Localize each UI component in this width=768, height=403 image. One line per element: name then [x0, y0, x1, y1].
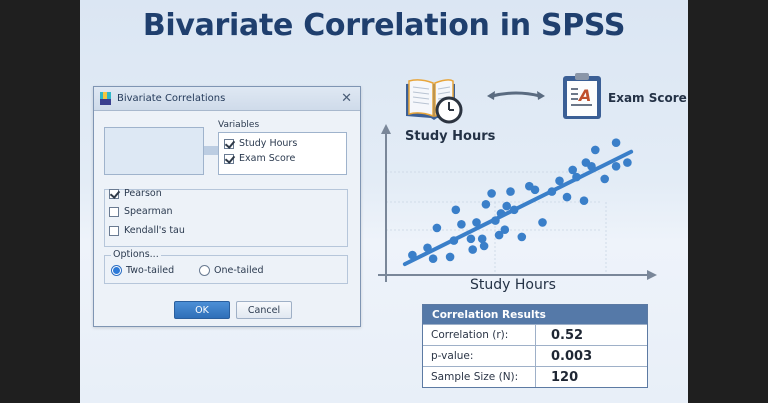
- data-point: [479, 241, 489, 251]
- trend-line: [402, 149, 634, 267]
- data-point: [538, 218, 547, 227]
- study-hours-label: Study Hours: [405, 129, 496, 144]
- data-point: [494, 230, 504, 240]
- page-title: Bivariate Correlation in SPSS: [142, 8, 626, 43]
- double-arrow-icon: [487, 91, 545, 100]
- checkbox-unchecked-icon[interactable]: [109, 206, 119, 217]
- table-row: Correlation (r): 0.52: [423, 324, 647, 345]
- variables-list[interactable]: Study Hours Exam Score: [218, 132, 347, 175]
- two-tailed-label: Two-tailed: [126, 265, 175, 276]
- book-clock-icon: [406, 79, 463, 124]
- dialog-titlebar[interactable]: Bivariate Correlations ✕: [94, 87, 360, 111]
- one-tailed-radio[interactable]: One-tailed: [199, 265, 263, 276]
- variable-item[interactable]: Exam Score: [224, 151, 341, 166]
- variables-label: Variables: [218, 120, 260, 130]
- data-point: [600, 174, 609, 184]
- data-point: [579, 196, 589, 205]
- slide: Bivariate Correlation in SPSS Bivariate …: [80, 0, 688, 403]
- source-variable-list[interactable]: [104, 127, 204, 175]
- data-point: [555, 176, 564, 186]
- data-point: [562, 192, 572, 202]
- x-axis-label: Study Hours: [470, 277, 556, 293]
- close-icon[interactable]: ✕: [341, 91, 352, 106]
- clipboard-grade-a-icon: A: [563, 73, 601, 119]
- data-point: [530, 185, 540, 195]
- cancel-button[interactable]: Cancel: [236, 301, 292, 319]
- data-point: [568, 165, 577, 175]
- results-header: Correlation Results: [423, 305, 647, 324]
- radio-unselected-icon[interactable]: [199, 265, 210, 276]
- correlation-coefficients-group: Pearson Spearman Kendall's tau: [104, 186, 348, 247]
- data-point: [466, 234, 476, 244]
- svg-text:A: A: [577, 86, 591, 105]
- options-group: Options... Two-tailed One-tailed: [104, 249, 348, 284]
- result-label: Correlation (r):: [423, 325, 536, 345]
- data-point: [468, 245, 477, 254]
- kendalls-tau-checkbox[interactable]: Kendall's tau: [109, 223, 185, 238]
- data-point: [477, 234, 487, 244]
- result-value: 120: [551, 369, 579, 385]
- two-tailed-radio[interactable]: Two-tailed: [111, 265, 174, 276]
- ok-button[interactable]: OK: [174, 301, 230, 319]
- data-point: [623, 158, 632, 167]
- variable-item[interactable]: Study Hours: [224, 136, 341, 151]
- data-point: [506, 187, 515, 196]
- data-point: [445, 252, 455, 262]
- scatter-plot: [378, 124, 657, 282]
- result-label: Sample Size (N):: [423, 367, 536, 387]
- result-value: 0.52: [551, 327, 584, 343]
- move-variable-connector: [204, 146, 218, 155]
- data-point: [481, 200, 491, 209]
- variable-label: Study Hours: [239, 138, 298, 149]
- bivariate-correlations-dialog: Bivariate Correlations ✕ Variables Study…: [93, 86, 361, 327]
- data-point: [502, 201, 511, 211]
- data-point: [487, 189, 496, 198]
- table-row: p-value: 0.003: [423, 345, 647, 366]
- pearson-checkbox[interactable]: Pearson: [109, 186, 162, 201]
- spearman-checkbox[interactable]: Spearman: [109, 204, 173, 219]
- one-tailed-label: One-tailed: [214, 265, 264, 276]
- spss-app-icon: [100, 92, 111, 105]
- data-point: [500, 225, 510, 234]
- data-point: [517, 232, 527, 242]
- result-label: p-value:: [423, 346, 536, 366]
- table-row: Sample Size (N): 120: [423, 366, 647, 387]
- exam-score-label: Exam Score: [608, 91, 687, 105]
- pearson-label: Pearson: [124, 188, 162, 199]
- checkbox-checked-icon[interactable]: [109, 188, 119, 199]
- data-point: [451, 205, 461, 215]
- correlation-results-table: Correlation Results Correlation (r): 0.5…: [422, 304, 648, 388]
- data-point: [428, 254, 438, 263]
- checkbox-unchecked-icon[interactable]: [109, 225, 119, 236]
- data-point: [432, 223, 442, 233]
- data-point: [611, 162, 621, 171]
- radio-selected-icon[interactable]: [111, 265, 122, 276]
- spearman-label: Spearman: [124, 206, 173, 217]
- checkbox-checked-icon[interactable]: [224, 138, 234, 149]
- result-value: 0.003: [551, 348, 593, 364]
- dialog-title: Bivariate Correlations: [117, 93, 226, 104]
- data-point: [611, 138, 621, 147]
- variable-label: Exam Score: [239, 153, 296, 164]
- options-label: Options...: [111, 249, 161, 260]
- data-point: [472, 218, 481, 227]
- data-point: [591, 145, 600, 155]
- kendalls-tau-label: Kendall's tau: [124, 225, 185, 236]
- data-point: [457, 220, 466, 229]
- checkbox-checked-icon[interactable]: [224, 153, 234, 164]
